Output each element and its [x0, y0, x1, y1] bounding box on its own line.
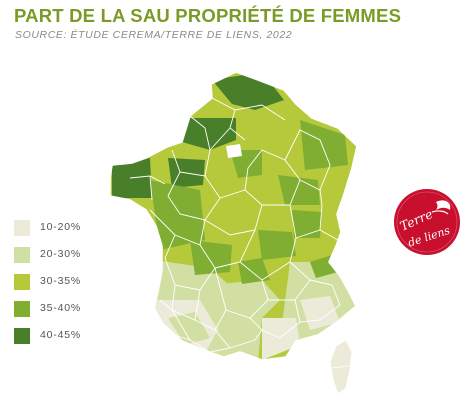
terre-de-liens-logo: Terre de liens [394, 189, 460, 255]
legend-label: 10-20% [40, 221, 81, 233]
map-regions [110, 72, 357, 360]
legend-swatch [14, 274, 30, 290]
source-line: SOURCE: ÉTUDE CEREMA/TERRE DE LIENS, 202… [15, 29, 293, 41]
department-borders [129, 97, 341, 353]
legend-label: 35-40% [40, 302, 81, 314]
legend-label: 20-30% [40, 248, 81, 260]
legend-swatch [14, 247, 30, 263]
legend-swatch [14, 301, 30, 317]
legend-swatch [14, 220, 30, 236]
legend-swatch [14, 328, 30, 344]
page-title: PART DE LA SAU PROPRIÉTÉ DE FEMMES [14, 5, 402, 26]
legend-label: 40-45% [40, 329, 81, 341]
legend-label: 30-35% [40, 275, 81, 287]
